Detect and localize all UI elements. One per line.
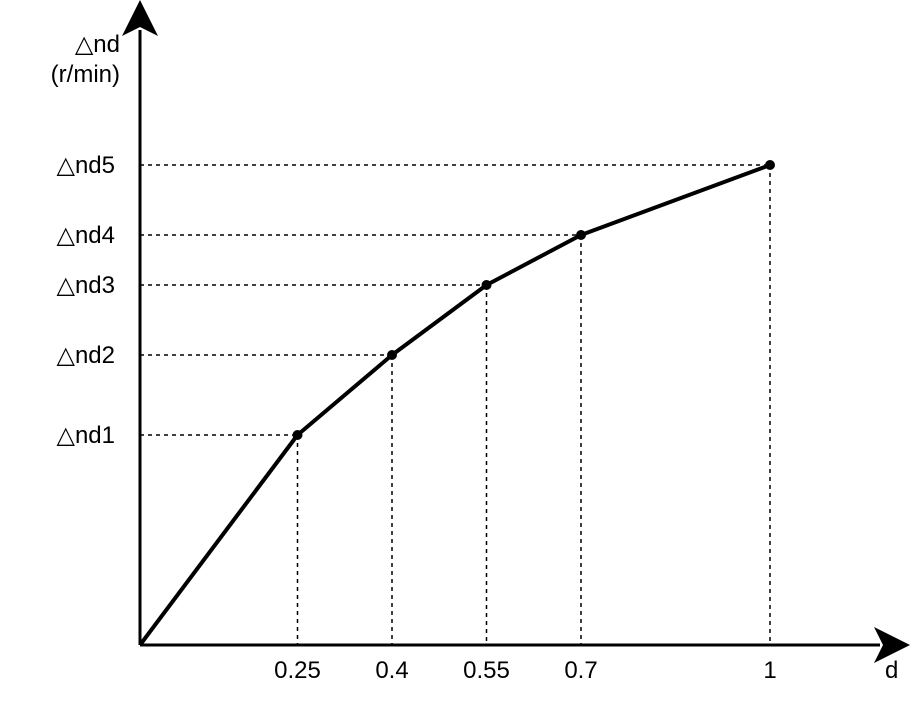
x-tick-label: 1 [763, 657, 776, 684]
y-tick-label: △nd4 [57, 222, 116, 249]
x-tick-label: 0.25 [274, 657, 321, 684]
x-tick-label: 0.4 [375, 657, 408, 684]
line-chart: △nd1 0.25 △nd2 0.4 △nd3 0.55 △nd4 0.7 △nd5 1 △nd (r… [0, 0, 915, 716]
data-point [482, 280, 492, 290]
chart-container: △nd1 0.25 △nd2 0.4 △nd3 0.55 △nd4 0.7 △nd5 1 △nd (r… [0, 0, 915, 716]
y-axis-title-line1: △nd [75, 31, 120, 58]
x-tick-label: 0.55 [463, 657, 510, 684]
data-line [140, 165, 770, 645]
data-point [293, 430, 303, 440]
data-point [387, 350, 397, 360]
data-point [765, 160, 775, 170]
y-tick-label: △nd3 [57, 272, 116, 299]
x-axis-title: d [885, 657, 898, 684]
y-tick-label: △nd2 [57, 342, 116, 369]
y-tick-label: △nd5 [57, 152, 116, 179]
data-point [576, 230, 586, 240]
x-tick-label: 0.7 [564, 657, 597, 684]
y-axis-title-line2: (r/min) [51, 61, 120, 88]
y-tick-label: △nd1 [57, 422, 116, 449]
